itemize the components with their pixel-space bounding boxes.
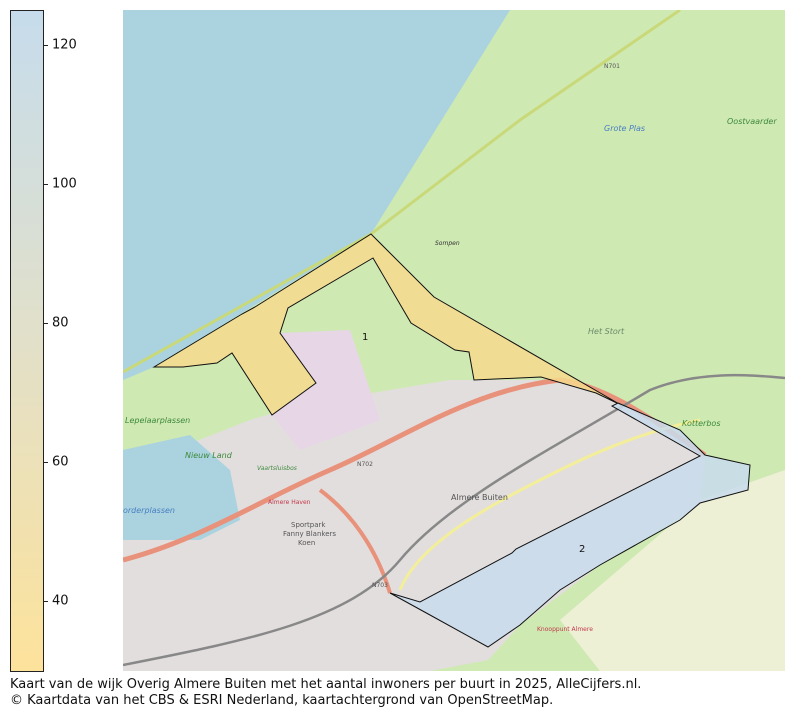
caption-line-1: Kaart van de wijk Overig Almere Buiten m… [10, 677, 642, 692]
label-n701: N701 [604, 63, 620, 70]
colorbar-tick-label: 60 [52, 454, 69, 470]
label-grote-plas: Grote Plas [604, 124, 645, 133]
label-sompen: Sompen [435, 240, 460, 247]
farmland [560, 470, 785, 671]
label-n702: N702 [357, 461, 373, 468]
urban-area [123, 380, 705, 671]
label-noorderplassen: orderplassen [123, 506, 175, 515]
colorbar [10, 10, 44, 672]
railway [123, 373, 785, 667]
label-vaartsluisbos: Vaartsluisbos [257, 465, 297, 472]
colorbar-tick [43, 44, 48, 46]
label-n703: N703 [372, 582, 388, 589]
road-n703 [318, 488, 392, 594]
road-buitenring [123, 377, 707, 563]
label-kotterbos: Kotterbos [682, 419, 720, 428]
colorbar-tick-label: 40 [52, 593, 69, 609]
label-nieuw-land: Nieuw Land [185, 451, 233, 460]
water-lake [123, 435, 240, 540]
colorbar-tick [43, 601, 48, 603]
label-almere-haven: Almere Haven [268, 499, 311, 506]
label-fanny: Fanny Blankers [283, 530, 336, 538]
choropleth-map: 1 2 Grote Plas Oostvaarder Het Stort Som… [123, 10, 785, 671]
colorbar-tick [43, 462, 48, 464]
colorbar-tick-label: 120 [52, 37, 77, 53]
label-oostvaarders: Oostvaarder [727, 117, 777, 126]
road-dike [123, 10, 681, 374]
caption-line-2: © Kaartdata van het CBS & ESRI Nederland… [10, 693, 554, 708]
region-2[interactable] [389, 402, 751, 648]
label-sportpark: Sportpark [291, 521, 326, 529]
colorbar-tick-label: 80 [52, 315, 69, 331]
region-label-1: 1 [362, 332, 368, 343]
label-koen: Koen [298, 539, 315, 547]
road-evenaar [398, 418, 701, 591]
colorbar-tick [43, 323, 48, 325]
label-het-stort: Het Stort [588, 327, 625, 336]
industrial-area [272, 330, 380, 450]
label-knooppunt: Knooppunt Almere [537, 626, 593, 633]
label-almere-buiten: Almere Buiten [451, 493, 508, 502]
colorbar-tick-label: 100 [52, 176, 77, 192]
region-1[interactable] [152, 233, 622, 416]
colorbar-tick [43, 183, 48, 185]
water-markermeer [123, 10, 510, 380]
region-label-2: 2 [579, 544, 585, 555]
label-lepelaarplassen: Lepelaarplassen [125, 416, 190, 425]
